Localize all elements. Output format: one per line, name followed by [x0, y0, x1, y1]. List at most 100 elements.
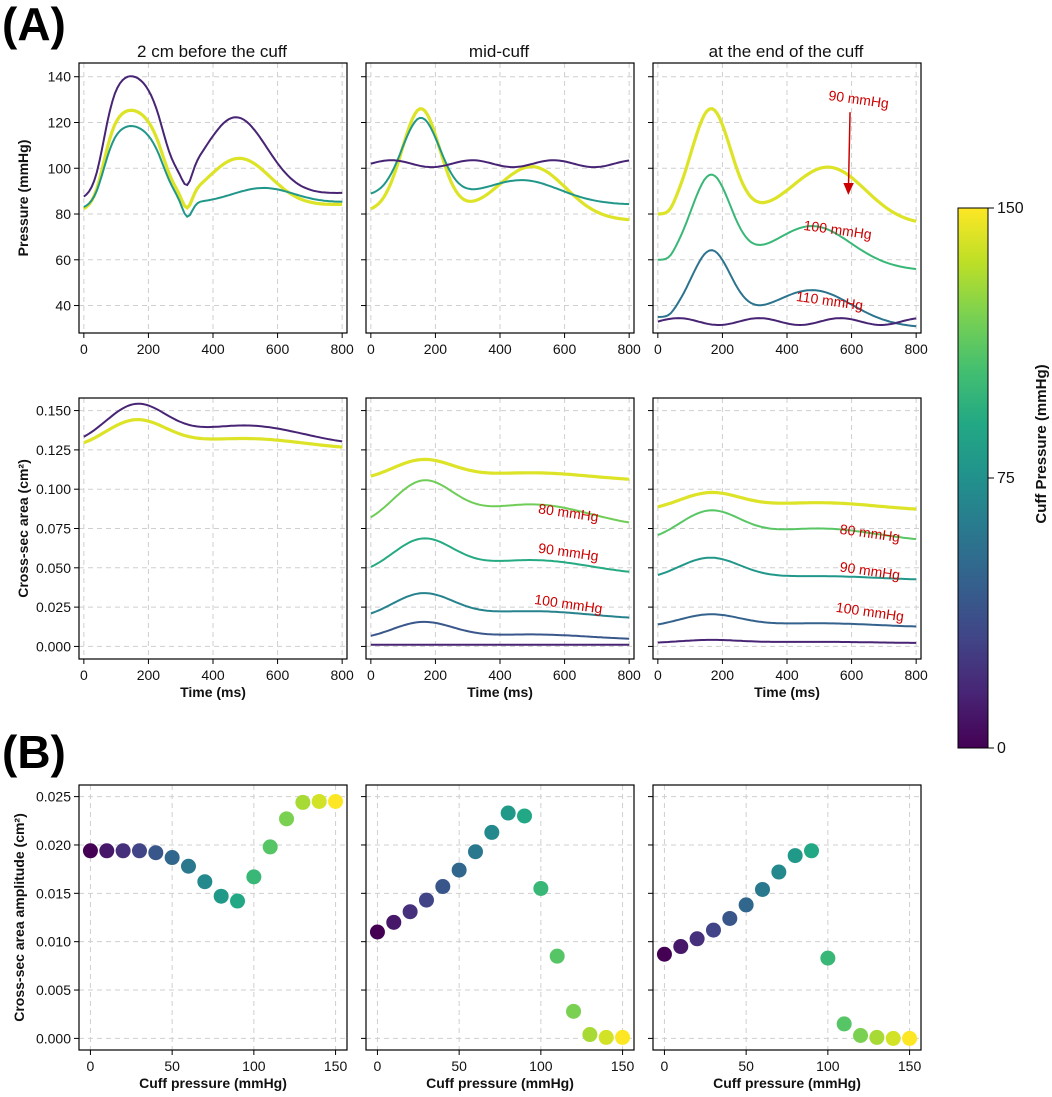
data-point: [246, 869, 262, 885]
series-line: [83, 75, 343, 198]
x-tick-label: 600: [266, 667, 290, 683]
x-tick-label: 0: [80, 341, 88, 357]
plot-frame: [652, 62, 922, 334]
colorbar-label: Cuff Pressure (mmHg): [1033, 364, 1050, 523]
data-point: [213, 888, 229, 904]
y-tick-label: 0.050: [36, 560, 71, 576]
data-point: [131, 843, 147, 859]
series-line: [370, 457, 630, 481]
data-point: [771, 864, 787, 880]
annotation-label: 90 mmHg: [839, 559, 901, 583]
data-point: [738, 897, 754, 913]
colorbar: 150 75 0 Cuff Pressure (mmHg): [957, 200, 1050, 757]
y-tick-label: 60: [55, 252, 71, 268]
data-point: [836, 1016, 852, 1032]
x-tick-label: 50: [738, 1058, 754, 1074]
data-point: [582, 1027, 598, 1043]
data-point: [705, 922, 721, 938]
series-line: [370, 116, 630, 206]
series-line: [657, 613, 917, 628]
x-tick-label: 800: [904, 667, 928, 683]
data-point: [82, 843, 98, 859]
subplot-amplitude-col1: 0 50 100 150 Cuff pressure (mmHg): [361, 784, 635, 1091]
x-axis-label: Time (ms): [754, 684, 820, 700]
y-tick-label: 0.125: [36, 442, 71, 458]
x-tick-label: 800: [904, 341, 928, 357]
amplitude-row: 0 50 100 150 0.000 0.005 0.010 0.015 0.020 0.025 C…: [11, 784, 922, 1091]
colorbar-tick-label: 0: [997, 740, 1006, 757]
plot-frame: [365, 397, 635, 660]
subplot-area-col2: 0 200 400 600 800 Time (ms) 80 mmHg 90 mmHg 100 …: [648, 397, 928, 700]
y-tick-label: 0.000: [36, 638, 71, 654]
series-line: [657, 107, 917, 223]
plot-frame: [652, 784, 922, 1051]
x-tick-label: 200: [137, 341, 161, 357]
y-tick-label: 0.000: [36, 1030, 71, 1046]
x-tick-label: 100: [529, 1058, 553, 1074]
data-point: [804, 843, 820, 859]
y-tick-label: 0.020: [36, 837, 71, 853]
x-tick-label: 400: [201, 341, 225, 357]
pressure-row: 0 200 400 600 800 40 60 80 100 120 140 0 200 400 600 80…: [15, 62, 928, 357]
series-line: [657, 490, 917, 511]
data-point: [820, 950, 836, 966]
y-axis-label: Pressure (mmHg): [15, 140, 31, 257]
data-point: [853, 1027, 869, 1043]
y-tick-label: 0.015: [36, 885, 71, 901]
panel-label-b: (B): [2, 726, 66, 778]
x-axis-label: Time (ms): [180, 684, 246, 700]
x-tick-label: 150: [324, 1058, 348, 1074]
series-line: [657, 638, 917, 644]
data-point: [754, 881, 770, 897]
x-tick-label: 150: [898, 1058, 922, 1074]
data-point: [115, 843, 131, 859]
data-point: [148, 845, 164, 861]
data-point: [467, 844, 483, 860]
data-point: [722, 910, 738, 926]
y-tick-label: 80: [55, 206, 71, 222]
x-tick-label: 150: [611, 1058, 635, 1074]
colorbar-tick-label: 150: [997, 200, 1024, 217]
data-point: [451, 862, 467, 878]
x-tick-label: 400: [488, 667, 512, 683]
data-point: [885, 1030, 901, 1046]
x-tick-label: 600: [266, 341, 290, 357]
annotation-label: 90 mmHg: [828, 87, 890, 111]
y-tick-label: 40: [55, 298, 71, 314]
x-tick-label: 200: [424, 341, 448, 357]
plot-frame: [365, 784, 635, 1051]
data-point: [402, 904, 418, 920]
subplot-pressure-col0: 0 200 400 600 800 40 60 80 100 120 140: [48, 62, 354, 357]
series-line: [83, 417, 343, 449]
plot-frame: [652, 397, 922, 660]
data-point: [418, 892, 434, 908]
series-line: [657, 509, 917, 541]
data-point: [598, 1029, 614, 1045]
y-tick-label: 100: [48, 160, 72, 176]
column-title-before-cuff: 2 cm before the cuff: [137, 42, 287, 61]
data-point: [197, 874, 213, 890]
panel-label-a: (A): [2, 0, 66, 50]
y-tick-label: 0.100: [36, 481, 71, 497]
x-tick-label: 600: [553, 667, 577, 683]
x-tick-label: 0: [374, 1058, 382, 1074]
data-point: [902, 1030, 918, 1046]
y-tick-label: 0.005: [36, 982, 71, 998]
series-line: [370, 592, 630, 619]
y-tick-label: 0.025: [36, 789, 71, 805]
subplot-amplitude-col0: 0 50 100 150 0.000 0.005 0.010 0.015 0.020 0.025 C…: [36, 784, 348, 1091]
x-axis-label: Cuff pressure (mmHg): [426, 1075, 574, 1091]
x-tick-label: 0: [661, 1058, 669, 1074]
data-point: [549, 948, 565, 964]
plot-frame: [78, 784, 348, 1051]
data-point: [328, 793, 344, 809]
annotation-label: 110 mmHg: [795, 288, 864, 313]
x-tick-label: 800: [617, 667, 641, 683]
x-axis-label: Cuff pressure (mmHg): [139, 1075, 287, 1091]
series-line: [82, 108, 343, 211]
x-tick-label: 600: [840, 341, 864, 357]
y-tick-label: 120: [48, 114, 72, 130]
y-axis-label: Cross-sec area amplitude (cm²): [11, 813, 27, 1022]
data-point: [500, 805, 516, 821]
